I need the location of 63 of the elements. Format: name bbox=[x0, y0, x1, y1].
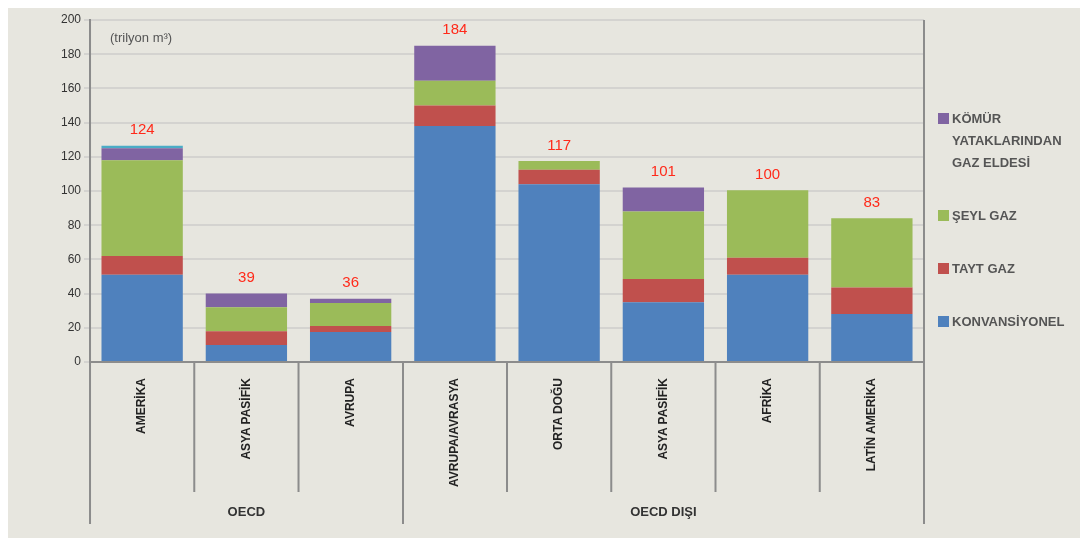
legend-label: KÖMÜR YATAKLARINDAN GAZ ELDESİ bbox=[952, 110, 1063, 172]
total-label: 124 bbox=[129, 120, 155, 138]
total-label: 83 bbox=[863, 193, 881, 210]
total-label: 101 bbox=[650, 162, 676, 180]
bar bbox=[309, 332, 392, 361]
y-tick-label: 140 bbox=[60, 114, 82, 129]
bar bbox=[831, 287, 913, 315]
legend-label: KONVANSİYONEL bbox=[952, 313, 1065, 331]
y-tick-label: 100 bbox=[60, 183, 82, 198]
x-tick-label: ASYA PASİFİK bbox=[237, 377, 253, 460]
total-label: 36 bbox=[342, 273, 359, 291]
bar bbox=[518, 161, 600, 170]
x-tick-label: AFRİKA bbox=[758, 377, 774, 424]
bar bbox=[622, 187, 705, 212]
x-tick-label: LATİN AMERİKA bbox=[863, 377, 879, 472]
bar bbox=[622, 279, 705, 303]
bar bbox=[101, 160, 183, 256]
bar bbox=[622, 211, 705, 280]
y-tick-label: 20 bbox=[67, 320, 82, 335]
total-label: 184 bbox=[442, 20, 468, 38]
bar bbox=[309, 303, 392, 327]
bar bbox=[414, 80, 496, 106]
x-tick-label: ORTA DOĞU bbox=[550, 378, 566, 450]
bar bbox=[309, 326, 392, 333]
bar bbox=[101, 274, 183, 361]
y-tick-label: 80 bbox=[67, 217, 82, 232]
bar bbox=[414, 105, 496, 127]
x-tick-label: AVRUPA/AVRASYA bbox=[447, 377, 462, 487]
text: OECD bbox=[227, 503, 266, 519]
annotation: (trilyon m³) bbox=[110, 29, 173, 45]
bar bbox=[205, 307, 288, 332]
bar bbox=[726, 257, 809, 275]
bar bbox=[205, 293, 288, 308]
bar bbox=[101, 148, 183, 161]
bar bbox=[518, 169, 600, 185]
text: OECD DIŞI bbox=[630, 503, 697, 519]
bar bbox=[726, 190, 809, 258]
bar bbox=[831, 314, 913, 361]
total-label: 117 bbox=[547, 135, 572, 153]
bar bbox=[205, 344, 288, 361]
y-tick-label: 120 bbox=[60, 149, 82, 164]
bar bbox=[726, 274, 809, 361]
y-tick-label: 0 bbox=[74, 354, 82, 369]
legend-label: TAYT GAZ bbox=[952, 260, 1015, 278]
total-label: 39 bbox=[238, 268, 255, 286]
bar bbox=[831, 218, 913, 288]
legend-label: ŞEYL GAZ bbox=[952, 207, 1017, 225]
y-tick-label: 160 bbox=[60, 80, 82, 95]
bar bbox=[309, 298, 392, 304]
y-tick-label: 40 bbox=[67, 285, 82, 300]
x-tick-label: ASYA PASİFİK bbox=[654, 377, 670, 460]
bar bbox=[414, 45, 496, 81]
bar bbox=[518, 184, 600, 361]
x-tick-label: AMERİKA bbox=[133, 377, 149, 434]
y-tick-label: 200 bbox=[60, 12, 82, 27]
x-tick-label: AVRUPA bbox=[342, 377, 357, 427]
y-tick-label: 180 bbox=[60, 46, 82, 61]
bar bbox=[101, 255, 183, 275]
bar bbox=[205, 331, 288, 345]
total-label: 100 bbox=[755, 164, 781, 182]
bar bbox=[414, 126, 496, 361]
bar bbox=[622, 302, 705, 361]
y-tick-label: 60 bbox=[67, 251, 82, 266]
